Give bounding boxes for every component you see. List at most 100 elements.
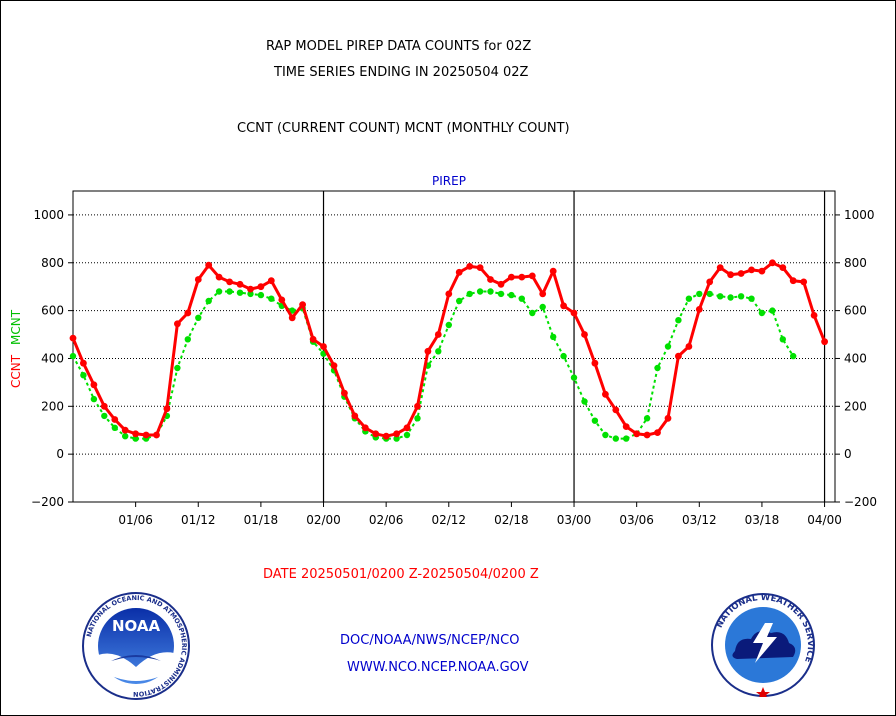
data-point-mcnt [445, 321, 452, 329]
data-point-mcnt [748, 295, 755, 302]
data-point-ccnt [174, 320, 181, 328]
organization-line: DOC/NOAA/NWS/NCEP/NCO [340, 633, 520, 648]
data-point-mcnt [591, 417, 599, 424]
y-tick-label-right: 600 [844, 304, 867, 318]
data-point-ccnt [508, 273, 515, 281]
data-point-ccnt [403, 424, 411, 432]
data-point-mcnt [132, 435, 139, 442]
data-point-ccnt [194, 276, 202, 283]
data-point-ccnt [455, 268, 463, 276]
data-point-ccnt [716, 264, 724, 271]
data-point-ccnt [111, 416, 119, 423]
data-point-mcnt [456, 297, 463, 305]
data-point-mcnt [403, 431, 411, 439]
data-point-mcnt [393, 435, 400, 442]
data-point-ccnt [685, 343, 693, 350]
data-point-mcnt [111, 424, 119, 431]
data-point-ccnt [414, 402, 421, 410]
noaa-logo-text: NOAA [112, 617, 161, 635]
data-point-ccnt [810, 312, 818, 319]
x-tick-label: 01/18 [244, 513, 279, 527]
data-point-mcnt [215, 288, 223, 295]
data-point-mcnt [623, 435, 630, 442]
data-point-ccnt [163, 405, 171, 413]
data-point-ccnt [80, 359, 87, 367]
data-point-ccnt [393, 430, 400, 438]
data-point-ccnt [675, 352, 682, 360]
data-point-ccnt [727, 271, 734, 279]
data-point-mcnt [247, 290, 254, 298]
chart-title-line-2: TIME SERIES ENDING IN 20250504 02Z [274, 65, 529, 80]
data-point-ccnt [434, 331, 442, 338]
data-point-ccnt [215, 273, 223, 281]
data-point-mcnt [487, 288, 494, 295]
data-point-mcnt [101, 412, 108, 420]
data-point-mcnt [195, 314, 202, 321]
data-point-mcnt [539, 303, 546, 311]
data-point-mcnt [174, 364, 181, 372]
data-point-ccnt [549, 267, 557, 275]
x-tick-label: 01/12 [181, 513, 216, 527]
data-point-ccnt [226, 278, 234, 286]
data-point-ccnt [351, 412, 359, 420]
data-point-ccnt [602, 390, 609, 398]
data-point-ccnt [518, 273, 526, 281]
data-point-ccnt [643, 431, 651, 439]
data-point-ccnt [132, 430, 140, 438]
data-point-mcnt [414, 415, 421, 422]
data-point-ccnt [90, 381, 98, 389]
data-point-mcnt [612, 435, 619, 442]
data-point-ccnt [633, 430, 641, 438]
data-point-mcnt [790, 352, 797, 360]
data-point-ccnt [236, 280, 244, 288]
data-point-mcnt [664, 343, 672, 350]
data-point-ccnt [654, 429, 661, 436]
data-point-ccnt [361, 424, 369, 432]
data-point-mcnt [518, 295, 525, 302]
data-point-ccnt [581, 331, 588, 338]
data-point-ccnt [205, 261, 213, 269]
data-point-mcnt [476, 288, 484, 295]
data-point-ccnt [466, 263, 474, 270]
data-point-ccnt [560, 302, 567, 310]
data-point-mcnt [737, 293, 745, 300]
data-point-mcnt [758, 309, 766, 317]
data-point-mcnt [497, 290, 505, 298]
data-point-ccnt [476, 264, 484, 271]
date-range-label: DATE 20250501/0200 Z-20250504/0200 Z [263, 567, 539, 582]
x-tick-label: 03/18 [745, 513, 780, 527]
y-tick-label-right: 200 [844, 399, 867, 413]
x-tick-label: 02/06 [369, 513, 404, 527]
data-point-mcnt [205, 297, 212, 305]
y-axis-label-ccnt: CCNT [9, 354, 23, 388]
y-tick-label-left: 400 [41, 351, 64, 365]
data-point-ccnt [528, 272, 536, 280]
y-tick-label-right: 400 [844, 351, 867, 365]
data-point-ccnt [758, 267, 766, 275]
x-tick-label: 03/12 [682, 513, 717, 527]
data-point-ccnt [341, 389, 348, 397]
data-point-mcnt [717, 293, 724, 300]
data-point-ccnt [800, 278, 808, 286]
y-tick-label-left: 0 [56, 447, 64, 461]
data-point-mcnt [581, 398, 588, 405]
data-point-mcnt [466, 290, 473, 298]
data-point-mcnt [643, 415, 651, 422]
data-point-mcnt [769, 307, 776, 314]
data-point-mcnt [80, 372, 87, 379]
data-point-ccnt [288, 314, 296, 322]
y-axis-label-mcnt: MCNT [9, 309, 23, 345]
data-point-mcnt [654, 364, 661, 372]
data-point-mcnt [268, 295, 275, 302]
data-point-mcnt [675, 317, 682, 324]
data-point-ccnt [737, 270, 745, 277]
noaa-logo: NOAA NATIONAL OCEANIC AND ATMOSPHERIC AD… [82, 592, 190, 700]
data-point-mcnt [236, 289, 244, 296]
data-point-ccnt [320, 343, 327, 350]
data-point-ccnt [748, 266, 755, 274]
data-point-mcnt [685, 295, 693, 302]
y-tick-label-left: 800 [41, 256, 64, 270]
data-point-ccnt [372, 430, 380, 438]
data-point-mcnt [727, 294, 734, 301]
